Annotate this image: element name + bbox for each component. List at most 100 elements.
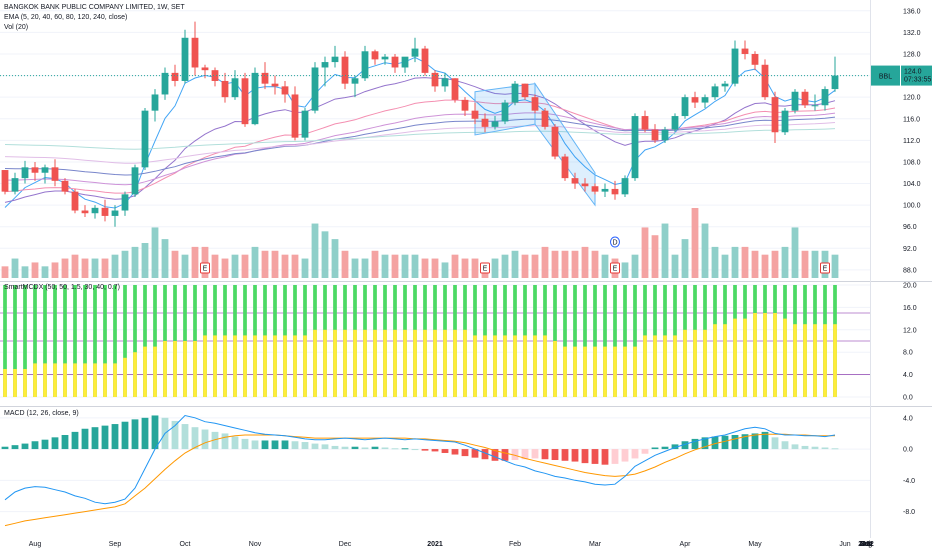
x-axis-tick-label: May <box>748 541 762 548</box>
mcdx-yellow-bar <box>183 341 187 397</box>
event-marker-label: E <box>613 266 618 273</box>
candle-body <box>461 99 469 111</box>
macd-histogram-bar <box>451 449 459 455</box>
candle-body <box>781 110 789 133</box>
candle-body <box>211 70 219 81</box>
candle-body <box>661 129 669 141</box>
candle-body <box>401 56 409 68</box>
macd-histogram-bar <box>301 442 309 450</box>
volume-bar <box>541 246 549 278</box>
macd-histogram-bar <box>501 449 509 461</box>
volume-bar <box>351 258 359 278</box>
volume-bar <box>21 266 29 278</box>
macd-histogram-bar <box>611 449 619 464</box>
volume-bar <box>81 258 89 278</box>
macd-histogram-bar <box>591 449 599 464</box>
macd-histogram-bar <box>51 437 59 450</box>
candle-body <box>511 83 519 103</box>
macd-histogram-bar <box>261 440 269 450</box>
macd-histogram-bar <box>371 446 379 450</box>
ema-line <box>4 128 836 150</box>
mcdx-yellow-bar <box>703 329 707 397</box>
macd-axis-tick-label: 0.0 <box>903 447 913 454</box>
candle-body <box>721 83 729 87</box>
candle-body <box>41 167 49 173</box>
mcdx-green-bar <box>63 285 67 397</box>
volume-bar <box>251 246 259 278</box>
mcdx-yellow-bar <box>293 335 297 397</box>
volume-bar <box>811 250 819 278</box>
mcdx-yellow-bar <box>213 335 217 397</box>
candle-body <box>231 78 239 98</box>
event-marker <box>610 262 620 274</box>
candle-body <box>101 207 109 216</box>
macd-histogram-bar <box>811 446 819 450</box>
candle-body <box>821 89 829 106</box>
candle-body <box>521 83 529 98</box>
macd-histogram-bar <box>331 445 339 450</box>
mcdx-yellow-bar <box>723 324 727 397</box>
price-axis-tick-label: 132.0 <box>903 30 921 37</box>
macd-histogram-bar <box>61 435 69 450</box>
mcdx-yellow-bar <box>163 341 167 397</box>
candle-body <box>31 167 39 173</box>
volume-bar <box>341 250 349 278</box>
volume-bar <box>271 250 279 278</box>
mcdx-yellow-bar <box>343 329 347 397</box>
candle-body <box>321 62 329 68</box>
mcdx-yellow-bar <box>313 329 317 397</box>
volume-bar <box>501 254 509 278</box>
candle-body <box>201 67 209 71</box>
mcdx-yellow-bar <box>683 329 687 397</box>
macd-histogram-bar <box>351 446 359 450</box>
macd-histogram-bar <box>731 435 739 450</box>
mcdx-yellow-bar <box>113 363 117 397</box>
event-marker-label: E <box>823 266 828 273</box>
candle-body <box>251 72 259 125</box>
macd-histogram-bar <box>431 449 439 452</box>
candle-body <box>171 72 179 81</box>
mcdx-yellow-bar <box>253 335 257 397</box>
mcdx-yellow-bar <box>103 363 107 397</box>
chart-title: BANGKOK BANK PUBLIC COMPANY LIMITED, 1W,… <box>4 4 185 11</box>
volume-bar <box>371 250 379 278</box>
mcdx-green-bar <box>33 285 37 397</box>
candle-body <box>681 97 689 117</box>
volume-bar <box>31 262 39 278</box>
x-axis-tick-label: Jun <box>839 541 850 548</box>
mcdx-green-bar <box>83 285 87 397</box>
candle-body <box>1 170 9 192</box>
macd-histogram-bar <box>491 449 499 461</box>
mcdx-yellow-bar <box>733 318 737 397</box>
mcdx-green-bar <box>73 285 77 397</box>
mcdx-yellow-bar <box>243 335 247 397</box>
price-tag-value: 124.0 <box>904 69 922 76</box>
x-axis-tick-label: Sep <box>109 541 122 548</box>
candle-body <box>481 118 489 127</box>
macd-histogram-bar <box>231 436 239 450</box>
price-axis-tick-label: 104.0 <box>903 181 921 188</box>
macd-histogram-bar <box>361 447 369 450</box>
mcdx-yellow-bar <box>143 346 147 397</box>
macd-histogram-bar <box>81 428 89 450</box>
event-marker-label: E <box>203 266 208 273</box>
candle-body <box>421 48 429 73</box>
macd-histogram-bar <box>41 439 49 450</box>
mcdx-green-bar <box>133 285 137 397</box>
macd-histogram-bar <box>481 449 489 460</box>
mcdx-yellow-bar <box>353 329 357 397</box>
macd-histogram-bar <box>651 447 659 450</box>
candle-body <box>431 72 439 87</box>
mcdx-yellow-bar <box>63 363 67 397</box>
candle-body <box>221 80 229 98</box>
volume-bar <box>471 258 479 278</box>
macd-histogram-bar <box>471 449 479 458</box>
mcdx-yellow-bar <box>83 363 87 397</box>
event-marker <box>200 262 210 274</box>
mcdx-yellow-bar <box>793 324 797 397</box>
volume-bar <box>621 262 629 278</box>
price-tag <box>901 65 932 86</box>
macd-histogram-bar <box>671 444 679 450</box>
mcdx-yellow-bar <box>753 313 757 397</box>
